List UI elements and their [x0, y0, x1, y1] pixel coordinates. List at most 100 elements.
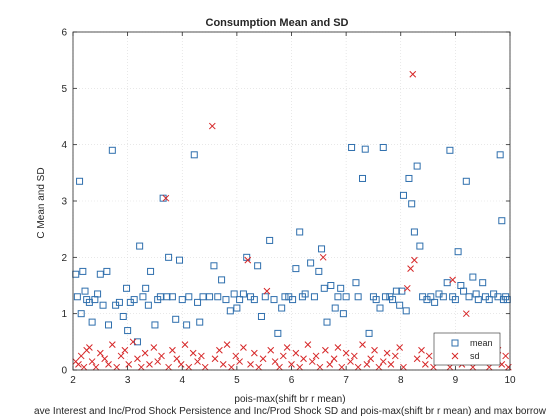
- legend-label-mean: mean: [470, 338, 493, 348]
- sd-point: [244, 256, 252, 264]
- sd-point: [208, 122, 216, 130]
- sd-point: [300, 355, 307, 363]
- mean-point: [254, 262, 262, 270]
- axis-ticks: 2 3 4 5 6 7 8 9 10 0 1 2 3 4 5 6: [61, 28, 516, 387]
- sd-point: [292, 349, 300, 357]
- mean-point: [147, 267, 155, 275]
- mean-point: [88, 318, 96, 326]
- sd-point: [240, 344, 247, 351]
- mean-point: [176, 256, 184, 264]
- mean-point: [289, 296, 297, 304]
- mean-point: [274, 329, 282, 337]
- mean-point: [281, 293, 289, 301]
- sd-point: [421, 361, 429, 368]
- mean-point: [222, 296, 230, 304]
- mean-point: [278, 304, 286, 312]
- legend-marker-mean: [451, 339, 459, 347]
- sd-point: [308, 358, 316, 365]
- mean-point: [165, 253, 173, 261]
- mean-point: [230, 290, 238, 298]
- mean-point: [320, 284, 328, 292]
- mean-point: [185, 293, 193, 301]
- sd-point: [75, 361, 82, 368]
- sd-point: [129, 338, 137, 346]
- sd-point: [312, 352, 320, 360]
- mean-point: [342, 293, 350, 301]
- mean-point: [156, 293, 164, 301]
- mean-point: [399, 191, 407, 199]
- mean-point: [301, 290, 309, 298]
- mean-point: [130, 296, 138, 304]
- mean-point: [168, 293, 176, 301]
- sd-point: [288, 361, 295, 368]
- mean-point: [257, 312, 265, 320]
- mean-point: [115, 298, 123, 306]
- mean-point: [199, 293, 207, 301]
- mean-point: [133, 338, 141, 346]
- mean-point: [485, 296, 493, 304]
- series-mean: [72, 143, 511, 346]
- mean-point: [469, 273, 477, 281]
- mean-point: [103, 267, 111, 275]
- y-tick-label: 4: [61, 140, 67, 151]
- x-axis-label-line2: ave Interest and Inc/Prod Shock Persiste…: [34, 406, 547, 417]
- x-tick-label: 4: [179, 375, 185, 386]
- sd-point: [77, 352, 85, 360]
- sd-point: [96, 349, 104, 357]
- sd-point: [125, 361, 133, 368]
- x-tick-label: 5: [234, 375, 240, 386]
- sd-point: [350, 352, 358, 360]
- mean-point: [454, 248, 462, 256]
- sd-point: [330, 355, 338, 363]
- sd-point: [177, 361, 185, 368]
- mean-point: [410, 228, 418, 236]
- mean-point: [334, 293, 342, 301]
- mean-point: [315, 267, 323, 275]
- mean-point: [361, 145, 369, 153]
- sd-point: [219, 361, 227, 368]
- mean-point: [239, 290, 247, 298]
- mean-point: [139, 293, 147, 301]
- sd-point: [418, 346, 425, 354]
- chart-title: Consumption Mean and SD: [206, 17, 349, 29]
- mean-point: [206, 293, 214, 301]
- sd-point: [379, 358, 387, 365]
- mean-point: [413, 162, 421, 170]
- sd-point: [425, 352, 433, 360]
- mean-point: [210, 262, 218, 270]
- mean-point: [73, 293, 81, 301]
- sd-point: [198, 352, 205, 360]
- mean-point: [405, 174, 413, 182]
- mean-point: [327, 282, 335, 289]
- sd-point: [322, 346, 329, 354]
- sd-point: [259, 355, 267, 363]
- data-marks: [72, 70, 512, 371]
- x-tick-label: 9: [453, 375, 459, 386]
- sd-point: [462, 310, 470, 318]
- mean-point: [352, 279, 360, 287]
- mean-point: [243, 253, 251, 261]
- mean-point: [376, 304, 384, 312]
- sd-point: [371, 346, 378, 354]
- sd-point: [101, 355, 109, 363]
- mean-point: [372, 296, 380, 304]
- sd-point: [108, 341, 116, 349]
- sd-point: [304, 341, 312, 349]
- sd-point: [413, 355, 421, 363]
- sd-point: [80, 363, 88, 371]
- mean-point: [354, 293, 362, 301]
- mean-point: [144, 301, 152, 309]
- mean-point: [123, 284, 131, 292]
- sd-point: [121, 346, 129, 354]
- sd-point: [150, 344, 158, 351]
- sd-point: [276, 363, 283, 371]
- sd-point: [211, 355, 219, 363]
- sd-point: [232, 352, 240, 360]
- sd-point: [359, 341, 366, 349]
- sd-point: [141, 349, 149, 357]
- x-tick-label: 10: [504, 375, 516, 386]
- sd-point: [400, 363, 407, 371]
- x-tick-label: 8: [398, 375, 404, 386]
- mean-point: [261, 293, 269, 301]
